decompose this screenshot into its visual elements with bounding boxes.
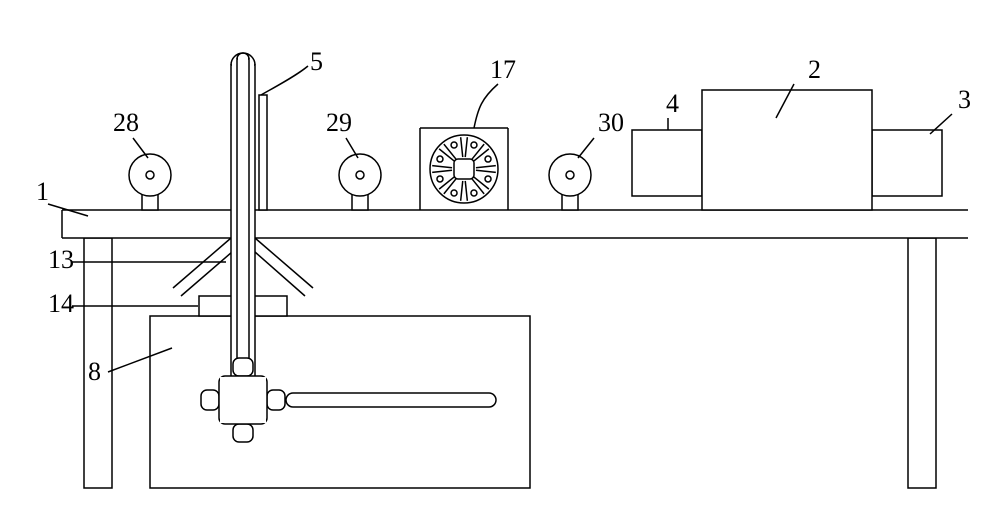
label-30: 30 [598,108,624,137]
label-14: 14 [48,289,74,318]
arm-side-plate [259,95,267,210]
roller-29 [339,154,381,210]
label-17: 17 [490,55,516,84]
block-4 [632,130,702,196]
layer-table [62,210,968,316]
label-8: 8 [88,357,101,386]
chuck-assembly [420,128,508,210]
label-28: 28 [113,108,139,137]
label-13: 13 [48,245,74,274]
label-29: 29 [326,108,352,137]
layer-front [129,53,942,442]
block-2 [702,90,872,210]
block-3 [872,130,942,196]
label-3: 3 [958,85,971,114]
roller-28 [129,154,171,210]
label-5: 5 [310,47,323,76]
label-1: 1 [36,177,49,206]
layer-back [84,238,936,488]
table-leg-right [908,238,936,488]
label-4: 4 [666,89,679,118]
roller-30 [549,154,591,210]
brace-0 [173,238,231,288]
brace-2 [255,238,313,288]
label-2: 2 [808,55,821,84]
